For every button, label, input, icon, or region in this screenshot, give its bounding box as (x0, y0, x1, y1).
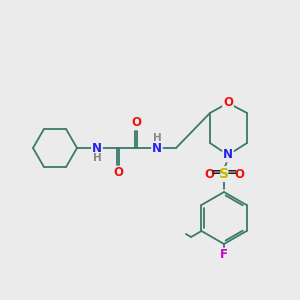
Text: O: O (223, 97, 233, 110)
Text: F: F (220, 248, 228, 262)
Text: O: O (131, 116, 141, 130)
Text: S: S (219, 167, 229, 181)
Text: H: H (153, 133, 161, 143)
Text: O: O (234, 167, 244, 181)
Text: H: H (93, 153, 101, 163)
Text: O: O (113, 167, 123, 179)
Text: N: N (92, 142, 102, 154)
Text: N: N (152, 142, 162, 154)
Text: O: O (204, 167, 214, 181)
Text: =: = (211, 167, 221, 179)
Text: =: = (227, 167, 237, 179)
Text: N: N (223, 148, 233, 161)
